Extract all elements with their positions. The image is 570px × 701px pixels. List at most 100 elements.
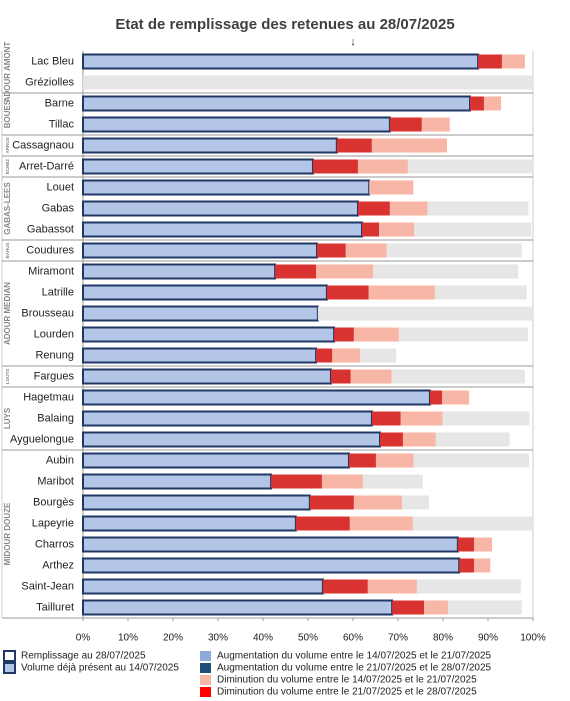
bar-segment: [82, 137, 338, 154]
y-tick-label: Arret-Darré: [19, 160, 74, 172]
bar-segment: [275, 264, 317, 279]
bar-segment: [336, 138, 372, 153]
bar-segment: [392, 600, 425, 615]
bar-segment: [357, 201, 390, 216]
bar-segment: [447, 600, 522, 615]
legend-swatch: [3, 662, 16, 674]
bar-segment: [330, 369, 351, 384]
y-tick-label: Tillac: [49, 118, 75, 130]
x-tick-label: 20%: [163, 633, 183, 644]
bar-segment: [345, 243, 387, 258]
x-tick-label: 70%: [388, 633, 408, 644]
bar-segment: [398, 327, 529, 342]
bar-segment: [402, 495, 430, 510]
chart-title: Etat de remplissage des retenues au 28/0…: [115, 16, 454, 33]
bar-segment: [348, 453, 376, 468]
group-label: ECHEZ: [5, 159, 10, 175]
bar-segment: [82, 557, 461, 574]
bar-segment: [357, 159, 408, 174]
bar-segment: [459, 558, 475, 573]
bar-segment: [389, 201, 428, 216]
bar-segment: [413, 453, 529, 468]
group-label: MIDOUR DOUZE: [3, 502, 12, 565]
bar-segment: [442, 390, 470, 405]
y-tick-label: Brousseau: [21, 307, 74, 319]
bar-segment: [317, 243, 346, 258]
bar-segment: [386, 243, 522, 258]
y-tick-label: Miramont: [28, 265, 74, 277]
y-tick-label: Ayguelongue: [10, 433, 74, 445]
legend-swatch: [200, 675, 211, 685]
group-label: ADOUR MEDIAN: [3, 282, 12, 345]
bar-segment: [82, 536, 459, 553]
bar-segment: [82, 95, 471, 112]
bar-segment: [414, 222, 532, 237]
bar-segment: [317, 306, 533, 321]
bar-segment: [83, 75, 533, 90]
bar-segment: [407, 159, 533, 174]
legend-swatch: [200, 687, 211, 697]
bar-segment: [435, 432, 510, 447]
bar-segment: [316, 264, 374, 279]
bar-segment: [321, 474, 363, 489]
bar-segment: [82, 284, 328, 301]
bar-segment: [82, 326, 336, 343]
y-tick-label: Tailluret: [36, 601, 74, 613]
bar-segment: [434, 285, 527, 300]
bar-segment: [442, 411, 530, 426]
x-tick-label: 30%: [208, 633, 228, 644]
bar-segment: [82, 179, 371, 196]
legend-label: Remplissage au 28/07/2025: [21, 651, 146, 662]
bar-segment: [82, 515, 297, 532]
legend-label: Volume déjà présent au 14/07/2025: [21, 663, 179, 674]
bar-segment: [369, 180, 414, 195]
y-tick-label: Saint-Jean: [21, 580, 74, 592]
group-label: BAHUS: [5, 242, 10, 258]
bar-segment: [402, 432, 436, 447]
y-tick-label: Balaing: [37, 412, 74, 424]
bar-segment: [82, 368, 332, 385]
bar-segment: [82, 263, 277, 280]
bar-segment: [295, 516, 350, 531]
bar-segment: [82, 305, 319, 322]
bar-segment: [424, 600, 448, 615]
y-tick-label: Charros: [35, 538, 75, 550]
bar-segment: [470, 96, 484, 111]
bar-segment: [362, 474, 423, 489]
y-tick-label: Aubin: [46, 454, 74, 466]
bar-segment: [349, 516, 413, 531]
y-tick-label: Louet: [46, 181, 74, 193]
y-tick-label: Renung: [35, 349, 74, 361]
x-tick-label: 10%: [118, 633, 138, 644]
y-tick-label: Arthez: [42, 559, 74, 571]
bar-segment: [421, 117, 450, 132]
bar-segment: [82, 599, 394, 616]
bar-segment: [82, 410, 373, 427]
bar-segment: [483, 96, 502, 111]
bar-segment: [371, 411, 401, 426]
bar-segment: [474, 558, 491, 573]
bar-segment: [379, 222, 415, 237]
bar-segment: [309, 495, 354, 510]
bar-segment: [82, 389, 431, 406]
legend-swatch: [3, 650, 16, 662]
bar-segment: [457, 537, 475, 552]
bar-segment: [350, 369, 392, 384]
y-tick-label: Lapeyrie: [32, 517, 74, 529]
bar-segment: [82, 452, 350, 469]
x-tick-label: 60%: [343, 633, 363, 644]
bar-segment: [82, 242, 318, 259]
bar-segment: [353, 495, 403, 510]
y-tick-label: Gabassot: [27, 223, 74, 235]
annotation: ↓: [350, 36, 356, 48]
x-tick-label: 50%: [298, 633, 318, 644]
bar-segment: [391, 369, 525, 384]
bar-segment: [332, 348, 361, 363]
bar-segment: [82, 116, 391, 133]
x-tick-label: 0%: [76, 633, 91, 644]
y-tick-label: Lourden: [34, 328, 74, 340]
bar-segment: [380, 432, 403, 447]
bar-segment: [82, 158, 314, 175]
bar-segment: [362, 222, 380, 237]
bar-segment: [371, 138, 448, 153]
